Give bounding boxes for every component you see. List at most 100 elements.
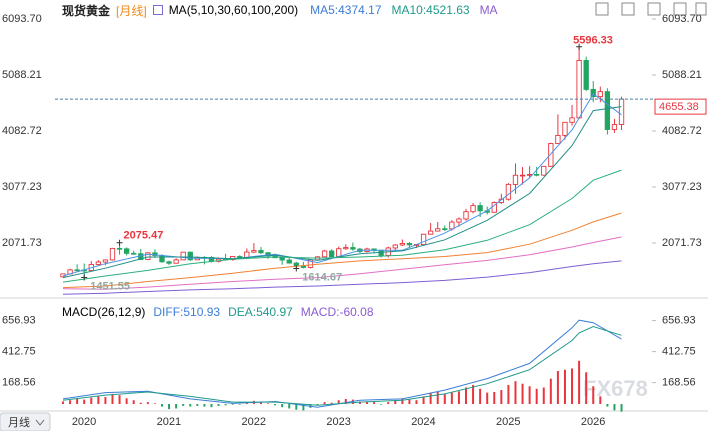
macd-bar	[62, 401, 64, 405]
candle-body	[116, 247, 123, 250]
candle-body	[399, 243, 406, 246]
macd-bar	[224, 404, 227, 406]
macd-bar	[366, 401, 369, 405]
icon[interactable]	[595, 2, 609, 16]
indicator-line	[62, 93, 622, 277]
y-tick-label: 4082.72	[2, 125, 42, 137]
macd-bar	[358, 401, 361, 405]
indicator-line	[62, 169, 622, 283]
indicator-line	[62, 319, 622, 408]
macd-bar	[295, 404, 298, 410]
period-button-label[interactable]: 月线	[8, 415, 30, 429]
macd-bar	[535, 388, 538, 405]
macd-bar	[90, 397, 93, 405]
candle-body	[187, 251, 193, 261]
x-tick-label: 2024	[411, 416, 435, 428]
legend-entry: MA5:4374.17	[310, 3, 382, 17]
macd-bar	[514, 381, 517, 405]
x-tick-label: 2023	[326, 416, 350, 428]
macd-bar	[217, 404, 220, 406]
icon[interactable]	[673, 2, 687, 16]
candle-body	[470, 205, 476, 213]
macd-bar	[408, 399, 411, 405]
candle-body	[541, 165, 547, 176]
instrument-title: 现货黄金	[62, 3, 111, 18]
candle-body	[123, 248, 130, 254]
candle-body	[406, 243, 413, 246]
macd-bar	[542, 387, 545, 405]
macd-bar	[443, 393, 446, 405]
icon[interactable]	[695, 2, 707, 16]
macd-bar	[288, 404, 291, 409]
candle-body	[109, 247, 116, 261]
macd-bar	[387, 402, 390, 405]
macd-bar	[302, 404, 305, 411]
macd-bar	[500, 390, 503, 405]
dropdown-arrow	[35, 419, 45, 426]
macd-bar	[394, 400, 397, 405]
macd-bar	[267, 403, 270, 405]
candle-body	[519, 174, 526, 177]
macd-bar	[111, 393, 114, 405]
macd-bar	[563, 369, 566, 405]
toolbar-icons[interactable]	[595, 2, 707, 16]
icon[interactable]	[621, 2, 635, 16]
extreme-marker	[576, 43, 583, 50]
macd-bar	[139, 402, 142, 405]
candle-body	[258, 250, 264, 254]
macd-bar	[521, 383, 524, 405]
macd-bar	[606, 404, 609, 407]
macd-bar	[83, 399, 86, 405]
macd-bar	[203, 404, 206, 407]
macd-bar	[592, 386, 595, 405]
macd-bar	[196, 404, 199, 406]
macd-bar	[316, 404, 319, 406]
extreme-marker	[116, 239, 123, 246]
y-tick-label: 3077.23	[2, 181, 42, 193]
y-tick-label: 2071.73	[2, 237, 42, 249]
settings-icon[interactable]	[152, 5, 163, 15]
macd-bar	[436, 391, 439, 405]
macd-bar	[599, 396, 602, 405]
candle-body	[576, 59, 582, 119]
macd-bar	[620, 404, 623, 412]
candle-body	[505, 183, 512, 200]
candle-body	[131, 252, 137, 255]
macd-bar	[415, 400, 418, 405]
indicator-line	[62, 325, 622, 406]
period-button[interactable]	[0, 412, 51, 431]
candle-body	[173, 259, 179, 264]
candle-body	[251, 250, 257, 253]
period-label[interactable]: [月线]	[116, 3, 147, 18]
candle-body	[286, 259, 292, 264]
extreme-label: 1451.55	[90, 280, 130, 292]
candle-body	[456, 218, 462, 223]
candle-body	[427, 230, 434, 235]
x-tick-label: 2026	[581, 416, 605, 428]
macd-bar	[556, 371, 559, 405]
y-tick-label: 168.56	[662, 377, 696, 389]
last-price-box	[654, 98, 707, 115]
macd-bar	[97, 396, 100, 405]
macd-bar	[479, 388, 482, 405]
y-tick-label: 4082.72	[662, 125, 702, 137]
candle-body	[329, 250, 335, 258]
indicator-line	[62, 260, 622, 295]
macd-bar	[373, 402, 376, 405]
candle-body	[420, 233, 427, 245]
indicator-line	[62, 106, 622, 279]
candle-body	[145, 252, 151, 260]
candle-body	[102, 259, 109, 263]
legend-entry: MA	[479, 3, 498, 17]
y-tick-label: 412.75	[662, 346, 696, 358]
y-tick-label: 412.75	[2, 346, 36, 358]
icon[interactable]	[647, 2, 661, 16]
y-tick-label: 168.56	[2, 377, 36, 389]
macd-bar	[401, 398, 404, 405]
x-tick-label: 2021	[157, 416, 181, 428]
candle-body	[166, 261, 172, 264]
candle-body	[463, 211, 469, 220]
macd-bar	[344, 398, 347, 405]
